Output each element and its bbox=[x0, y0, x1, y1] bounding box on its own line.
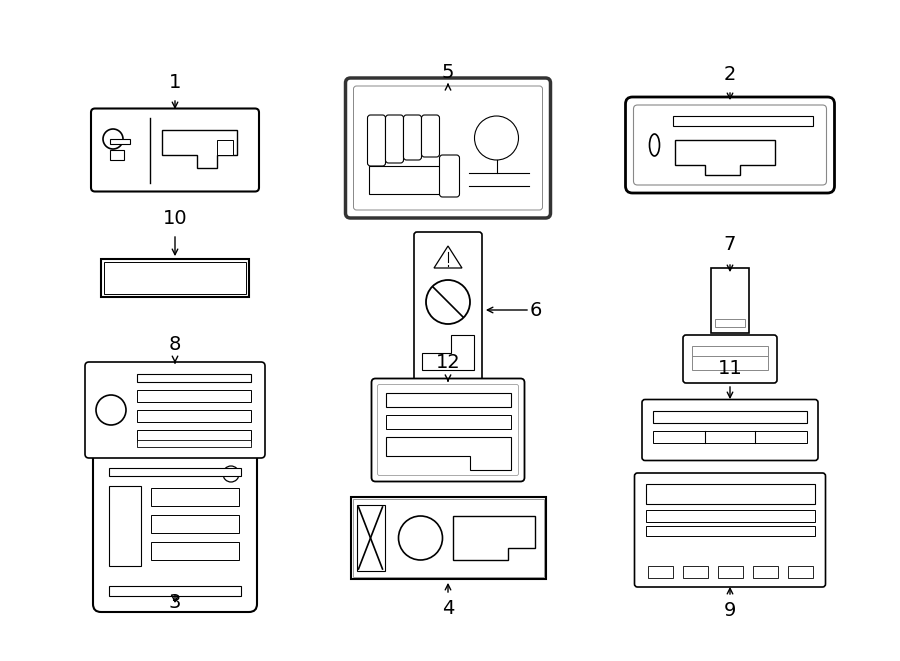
Text: 6: 6 bbox=[530, 301, 542, 319]
Bar bbox=[385, 393, 510, 407]
FancyBboxPatch shape bbox=[385, 115, 403, 163]
Bar bbox=[645, 484, 814, 504]
FancyBboxPatch shape bbox=[377, 385, 518, 475]
Text: 2: 2 bbox=[724, 65, 736, 85]
Bar bbox=[645, 526, 814, 536]
FancyBboxPatch shape bbox=[439, 155, 460, 197]
Text: 10: 10 bbox=[163, 208, 187, 227]
Bar bbox=[137, 390, 251, 402]
FancyBboxPatch shape bbox=[626, 97, 834, 193]
Bar bbox=[110, 150, 124, 160]
FancyBboxPatch shape bbox=[414, 232, 482, 388]
FancyBboxPatch shape bbox=[372, 379, 525, 481]
Bar bbox=[110, 139, 130, 144]
Text: 4: 4 bbox=[442, 598, 454, 617]
Bar bbox=[672, 116, 813, 126]
Bar bbox=[151, 488, 239, 506]
FancyBboxPatch shape bbox=[346, 78, 551, 218]
Bar bbox=[711, 268, 749, 333]
Bar bbox=[356, 505, 384, 571]
FancyBboxPatch shape bbox=[421, 115, 439, 157]
Bar bbox=[692, 346, 768, 370]
Bar bbox=[217, 140, 233, 155]
Bar bbox=[717, 566, 742, 578]
Bar bbox=[715, 319, 745, 327]
Text: 7: 7 bbox=[724, 235, 736, 254]
Text: 11: 11 bbox=[717, 358, 742, 377]
FancyBboxPatch shape bbox=[91, 108, 259, 192]
Bar bbox=[645, 510, 814, 522]
Text: 12: 12 bbox=[436, 352, 461, 371]
Bar bbox=[137, 374, 251, 382]
Bar bbox=[653, 410, 807, 422]
Bar bbox=[109, 486, 141, 566]
FancyBboxPatch shape bbox=[85, 362, 265, 458]
FancyBboxPatch shape bbox=[683, 335, 777, 383]
Text: 5: 5 bbox=[442, 63, 454, 81]
Bar bbox=[151, 515, 239, 533]
Bar bbox=[653, 430, 807, 442]
Bar bbox=[109, 468, 241, 476]
Bar bbox=[104, 262, 246, 294]
Bar bbox=[682, 566, 707, 578]
FancyBboxPatch shape bbox=[93, 448, 257, 612]
Bar bbox=[101, 259, 249, 297]
FancyBboxPatch shape bbox=[642, 399, 818, 461]
Text: 8: 8 bbox=[169, 336, 181, 354]
Bar bbox=[137, 440, 251, 447]
FancyBboxPatch shape bbox=[403, 115, 421, 160]
FancyBboxPatch shape bbox=[367, 115, 385, 166]
Bar bbox=[137, 430, 251, 442]
FancyBboxPatch shape bbox=[634, 105, 826, 185]
Text: 1: 1 bbox=[169, 73, 181, 91]
Bar bbox=[151, 542, 239, 560]
Bar bbox=[353, 499, 544, 577]
Bar bbox=[350, 497, 545, 579]
Bar bbox=[752, 566, 778, 578]
Bar bbox=[109, 586, 241, 596]
Text: 3: 3 bbox=[169, 594, 181, 613]
Bar bbox=[368, 166, 440, 194]
Bar bbox=[647, 566, 672, 578]
FancyBboxPatch shape bbox=[634, 473, 825, 587]
Bar bbox=[385, 414, 510, 428]
Bar bbox=[137, 410, 251, 422]
FancyBboxPatch shape bbox=[354, 86, 543, 210]
Bar bbox=[788, 566, 813, 578]
Text: 9: 9 bbox=[724, 600, 736, 619]
